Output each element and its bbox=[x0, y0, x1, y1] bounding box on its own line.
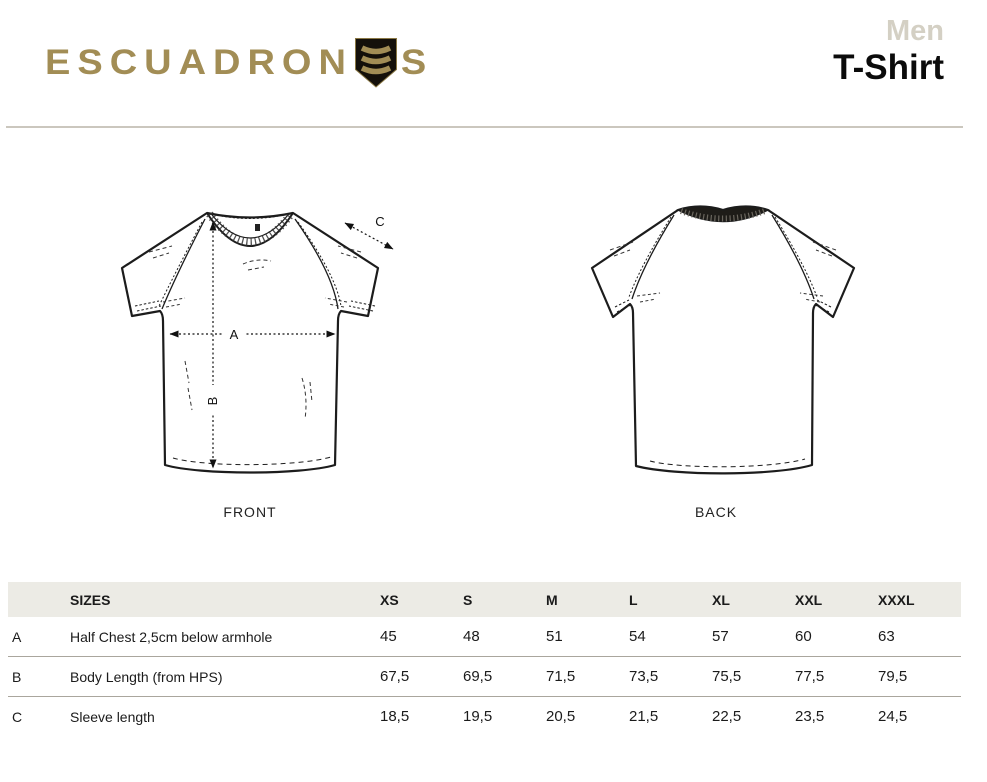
brand-logo-text-right: S bbox=[400, 43, 434, 83]
tshirt-front-diagram: A B C bbox=[120, 211, 394, 474]
row-key: A bbox=[12, 628, 22, 645]
size-table-header-row: SIZES XS S M L XL XXL XXXL bbox=[8, 582, 961, 617]
table-row-half-chest: A Half Chest 2,5cm below armhole 45 48 5… bbox=[8, 617, 961, 657]
value-xxl: 77,5 bbox=[795, 668, 825, 685]
value-xs: 67,5 bbox=[380, 668, 410, 685]
value-xxxl: 79,5 bbox=[878, 668, 908, 685]
product-title: T-Shirt bbox=[833, 48, 944, 88]
value-l: 21,5 bbox=[629, 708, 659, 725]
row-key: C bbox=[12, 708, 23, 725]
size-column-s: S bbox=[463, 591, 473, 608]
brand-logo: ESCUADRON S bbox=[45, 36, 433, 90]
measure-label-a: A bbox=[230, 327, 239, 342]
row-label: Sleeve length bbox=[70, 708, 155, 725]
table-row-body-length: B Body Length (from HPS) 67,5 69,5 71,5 … bbox=[8, 657, 961, 697]
row-label: Body Length (from HPS) bbox=[70, 668, 223, 685]
size-column-l: L bbox=[629, 591, 638, 608]
value-xl: 75,5 bbox=[712, 668, 742, 685]
value-xs: 18,5 bbox=[380, 708, 410, 725]
front-shirt-outline bbox=[120, 211, 380, 474]
value-l: 73,5 bbox=[629, 668, 659, 685]
table-row-sleeve-length: C Sleeve length 18,5 19,5 20,5 21,5 22,5… bbox=[8, 697, 961, 736]
measure-line-c bbox=[344, 222, 394, 250]
page-titles: Men T-Shirt bbox=[833, 16, 944, 89]
value-m: 51 bbox=[546, 628, 563, 645]
value-l: 54 bbox=[629, 628, 646, 645]
row-label: Half Chest 2,5cm below armhole bbox=[70, 628, 273, 645]
collar-label-tag bbox=[255, 224, 260, 231]
size-table: SIZES XS S M L XL XXL XXXL A Half Chest … bbox=[8, 582, 961, 736]
value-xxxl: 24,5 bbox=[878, 708, 908, 725]
value-m: 20,5 bbox=[546, 708, 576, 725]
size-column-xxxl: XXXL bbox=[878, 591, 915, 608]
value-s: 69,5 bbox=[463, 668, 493, 685]
value-xs: 45 bbox=[380, 628, 397, 645]
value-m: 71,5 bbox=[546, 668, 576, 685]
brand-logo-text-left: ESCUADRON bbox=[45, 43, 353, 83]
value-xxxl: 63 bbox=[878, 628, 895, 645]
row-key: B bbox=[12, 668, 22, 685]
back-view-label: BACK bbox=[694, 504, 738, 520]
header-divider bbox=[6, 126, 963, 128]
front-view-label: FRONT bbox=[223, 504, 277, 520]
chevron-shield-icon bbox=[354, 38, 397, 88]
value-xl: 57 bbox=[712, 628, 729, 645]
size-column-xl: XL bbox=[712, 591, 730, 608]
value-xl: 22,5 bbox=[712, 708, 742, 725]
measure-label-c: C bbox=[375, 214, 384, 229]
size-column-m: M bbox=[546, 591, 558, 608]
value-xxl: 23,5 bbox=[795, 708, 825, 725]
category-label: Men bbox=[886, 15, 944, 47]
value-s: 48 bbox=[463, 628, 480, 645]
size-column-xxl: XXL bbox=[795, 591, 823, 608]
measure-label-b: B bbox=[205, 397, 220, 406]
size-column-xs: XS bbox=[380, 591, 399, 608]
value-s: 19,5 bbox=[463, 708, 493, 725]
sizes-header-label: SIZES bbox=[70, 591, 111, 608]
value-xxl: 60 bbox=[795, 628, 812, 645]
back-shirt-outline bbox=[590, 205, 856, 475]
tshirt-back-diagram bbox=[590, 205, 856, 475]
